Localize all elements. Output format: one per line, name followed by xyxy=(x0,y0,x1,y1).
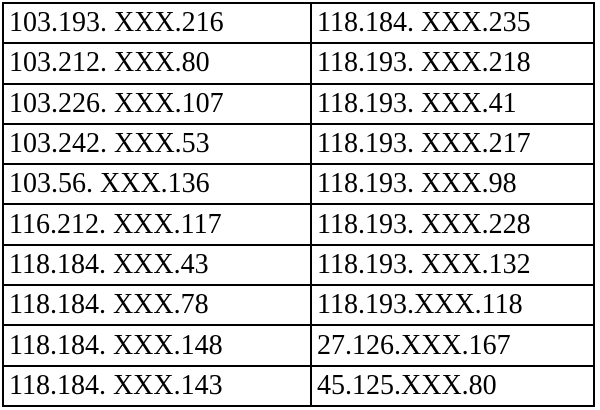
ip-cell-left: 103.242. XXX.53 xyxy=(2,122,312,166)
ip-cell-right: 118.193.XXX.118 xyxy=(310,284,595,327)
table-row: 103.242. XXX.53 118.193. XXX.217 xyxy=(2,122,595,166)
table-row: 103.193. XXX.216 118.184. XXX.235 xyxy=(2,1,595,45)
ip-cell-right: 118.184. XXX.235 xyxy=(310,1,595,45)
ip-cell-left: 118.184. XXX.143 xyxy=(2,364,312,408)
ip-cell-left: 103.56. XXX.136 xyxy=(2,163,312,206)
table-row: 118.184. XXX.43 118.193. XXX.132 xyxy=(2,243,595,287)
ip-cell-left: 103.226. XXX.107 xyxy=(2,82,312,125)
ip-cell-left: 103.193. XXX.216 xyxy=(2,1,312,45)
table-row: 103.212. XXX.80 118.193. XXX.218 xyxy=(2,42,595,85)
table-row: 116.212. XXX.117 118.193. XXX.228 xyxy=(2,203,595,246)
ip-cell-left: 103.212. XXX.80 xyxy=(2,42,312,85)
ip-cell-left: 118.184. XXX.148 xyxy=(2,324,312,367)
ip-cell-right: 45.125.XXX.80 xyxy=(310,364,595,408)
ip-cell-right: 118.193. XXX.218 xyxy=(310,42,595,85)
table-row: 118.184. XXX.143 45.125.XXX.80 xyxy=(2,364,595,408)
ip-cell-right: 118.193. XXX.98 xyxy=(310,163,595,206)
ip-cell-right: 118.193. XXX.217 xyxy=(310,122,595,166)
ip-cell-left: 118.184. XXX.43 xyxy=(2,243,312,287)
ip-cell-right: 118.193. XXX.132 xyxy=(310,243,595,287)
ip-cell-right: 118.193. XXX.228 xyxy=(310,203,595,246)
table-row: 118.184. XXX.148 27.126.XXX.167 xyxy=(2,324,595,367)
table-row: 103.56. XXX.136 118.193. XXX.98 xyxy=(2,163,595,206)
ip-cell-left: 116.212. XXX.117 xyxy=(2,203,312,246)
ip-cell-left: 118.184. XXX.78 xyxy=(2,284,312,327)
ip-cell-right: 118.193. XXX.41 xyxy=(310,82,595,125)
table-row: 118.184. XXX.78 118.193.XXX.118 xyxy=(2,284,595,327)
table-row: 103.226. XXX.107 118.193. XXX.41 xyxy=(2,82,595,125)
ip-cell-right: 27.126.XXX.167 xyxy=(310,324,595,367)
